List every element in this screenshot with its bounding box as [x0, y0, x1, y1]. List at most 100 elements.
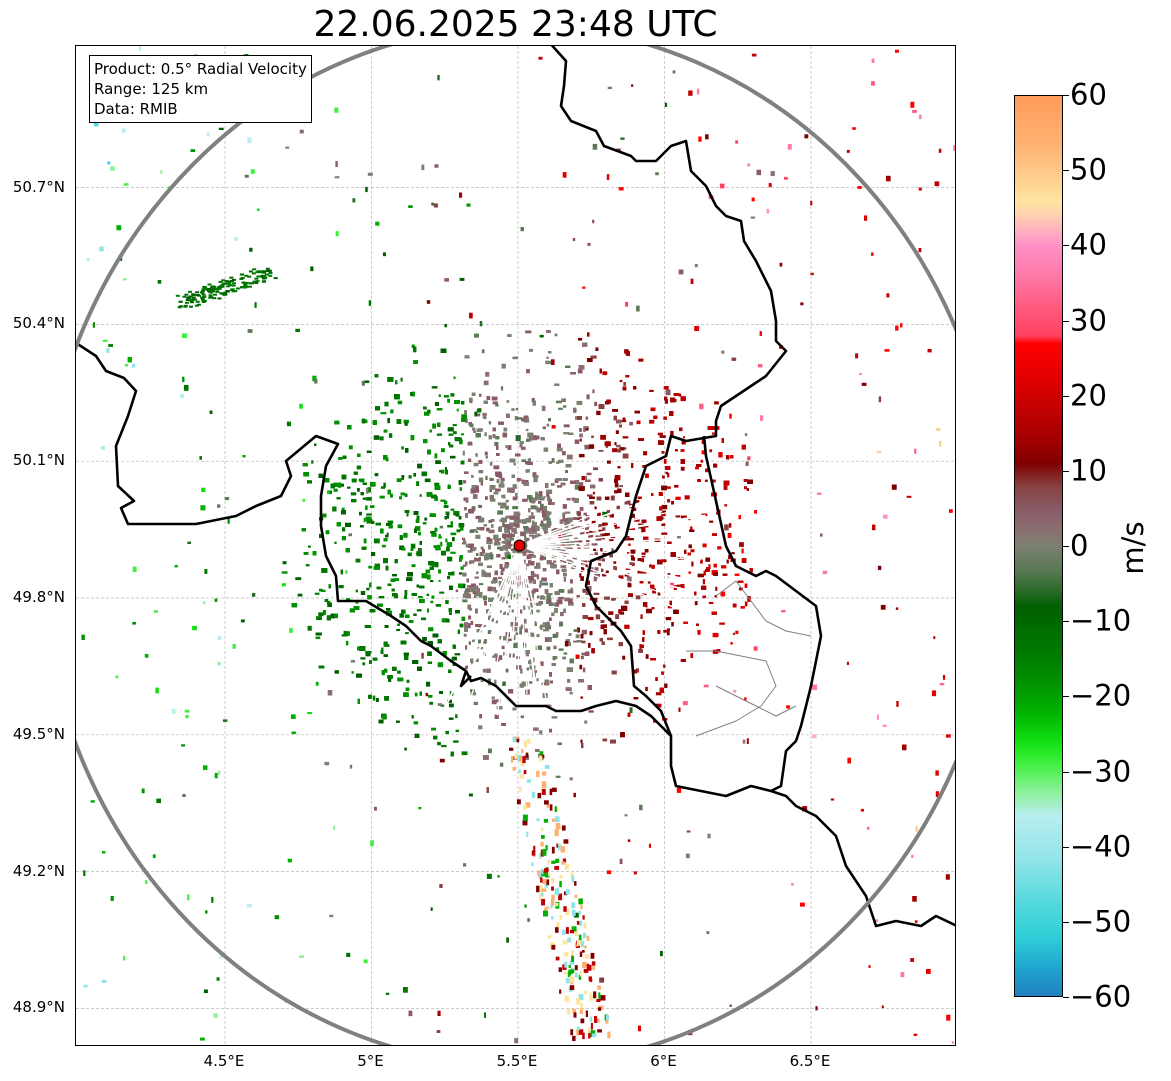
- echo-gate: [591, 648, 595, 654]
- echo-gate: [485, 552, 491, 557]
- echo-gate: [461, 418, 466, 422]
- echo-gate: [357, 646, 361, 651]
- echo-gate: [496, 479, 500, 483]
- echo-gate: [536, 634, 540, 638]
- echo-gate: [562, 532, 566, 536]
- echo-gate: [642, 602, 648, 607]
- echo-gate: [315, 632, 322, 636]
- echo-gate: [614, 526, 620, 529]
- echo-gate: [661, 485, 667, 491]
- echo-gate: [411, 391, 415, 397]
- echo-gate: [600, 547, 603, 553]
- echo-gate: [429, 513, 436, 517]
- echo-gate: [712, 533, 717, 536]
- echo-gate: [480, 481, 483, 486]
- echo-gate: [492, 579, 498, 584]
- echo-gate: [368, 565, 373, 569]
- echo-gate: [601, 641, 605, 645]
- echo-gate: [544, 637, 551, 642]
- echo-gate: [663, 416, 667, 420]
- echo-gate: [374, 473, 379, 477]
- echo-gate: [491, 478, 495, 481]
- echo-gate: [520, 446, 526, 450]
- echo-gate: [598, 529, 603, 532]
- echo-gate: [403, 532, 408, 538]
- echo-gate: [683, 436, 686, 439]
- echo-gate: [448, 717, 454, 720]
- echo-gate: [662, 510, 667, 513]
- radar-map-panel[interactable]: [75, 45, 956, 1046]
- echo-gate: [608, 611, 614, 615]
- echo-gate: [504, 562, 510, 565]
- echo-gate: [466, 623, 471, 629]
- echo-gate: [446, 542, 453, 547]
- echo-gate: [561, 568, 567, 572]
- echo-gate: [664, 683, 668, 688]
- echo-gate: [560, 611, 564, 617]
- echo-gate: [432, 633, 439, 638]
- echo-gate: [341, 510, 346, 515]
- echo-gate: [479, 527, 485, 531]
- echo-gate: [387, 583, 392, 586]
- echo-gate: [525, 537, 530, 541]
- echo-gate: [359, 511, 362, 516]
- echo-gate: [640, 614, 643, 620]
- echo-gate: [743, 479, 748, 482]
- echo-gate: [428, 627, 434, 632]
- echo-gate: [563, 652, 568, 655]
- echo-gate: [356, 465, 362, 470]
- echo-gate: [708, 564, 711, 570]
- echo-gate: [495, 404, 499, 407]
- echo-gate: [548, 461, 552, 464]
- echo-gate: [680, 449, 685, 452]
- echo-gate: [544, 589, 549, 594]
- echo-gate: [397, 524, 403, 529]
- echo-gate: [434, 496, 438, 501]
- echo-gate: [413, 360, 418, 364]
- echo-gate: [410, 543, 416, 549]
- echo-gate: [439, 591, 445, 594]
- echo-gate: [527, 462, 533, 466]
- echo-gate: [624, 624, 630, 629]
- echo-gate: [611, 598, 616, 601]
- echo-gate: [667, 499, 671, 503]
- echo-gate: [481, 349, 485, 354]
- echo-gate: [450, 532, 457, 536]
- echo-gate: [460, 525, 464, 531]
- echo-gate: [502, 522, 505, 528]
- echo-gate: [479, 393, 482, 397]
- echo-gate: [715, 586, 718, 591]
- echo-gate: [424, 411, 430, 416]
- echo-gate: [690, 549, 695, 553]
- echo-gate: [504, 529, 511, 534]
- echo-gate: [400, 377, 403, 382]
- echo-gate: [414, 526, 421, 531]
- echo-gate: [497, 510, 504, 515]
- echo-gate: [546, 423, 550, 427]
- echo-gate: [373, 435, 380, 440]
- echo-gate: [447, 398, 451, 403]
- echo-gate: [558, 596, 564, 600]
- echo-gate: [444, 467, 447, 471]
- echo-gate: [353, 471, 358, 475]
- echo-gate: [399, 545, 405, 550]
- echo-gate: [510, 538, 514, 541]
- echo-gate: [519, 520, 524, 523]
- echo-gate: [661, 451, 665, 454]
- echo-gate: [577, 368, 583, 374]
- echo-gate: [535, 645, 542, 650]
- echo-gate: [564, 511, 571, 514]
- echo-gate: [598, 404, 605, 409]
- echo-gate: [525, 428, 529, 432]
- echo-gate: [570, 579, 573, 584]
- echo-gate: [579, 664, 583, 670]
- echo-gate: [465, 513, 468, 518]
- echo-gate: [588, 444, 595, 449]
- echo-gate: [521, 459, 526, 463]
- echo-gate: [461, 751, 468, 756]
- echo-gate: [528, 606, 531, 610]
- echo-gate: [369, 660, 372, 664]
- echo-gate: [594, 506, 597, 510]
- echo-gate: [546, 356, 549, 359]
- echo-gate: [369, 482, 376, 487]
